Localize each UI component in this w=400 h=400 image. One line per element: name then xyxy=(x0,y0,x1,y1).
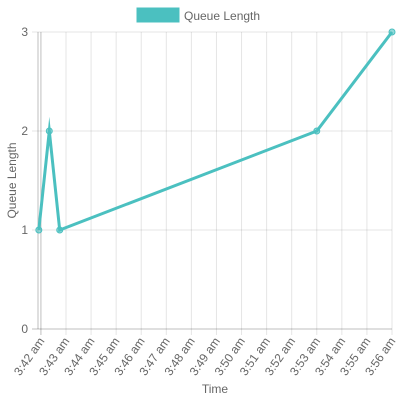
grid xyxy=(32,31,393,335)
data-point[interactable] xyxy=(388,28,396,36)
legend-label: Queue Length xyxy=(184,9,260,23)
y-tick-label: 2 xyxy=(21,124,28,138)
y-tick-label: 3 xyxy=(21,25,28,39)
y-tick-label: 0 xyxy=(21,322,28,336)
data-point[interactable] xyxy=(56,226,64,234)
legend-swatch xyxy=(136,7,180,23)
x-axis-ticks: 3:42 am3:43 am3:44 am3:45 am3:46 am3:47 … xyxy=(11,335,398,379)
data-point[interactable] xyxy=(45,127,53,135)
y-axis-ticks: 0 1 2 3 xyxy=(21,25,28,336)
data-point[interactable] xyxy=(35,226,43,234)
data-point[interactable] xyxy=(313,127,321,135)
y-tick-label: 1 xyxy=(21,223,28,237)
series-layer xyxy=(35,28,396,234)
x-axis-title: Time xyxy=(202,382,229,396)
legend[interactable]: Queue Length xyxy=(136,7,260,23)
y-axis-title: Queue Length xyxy=(5,142,19,218)
